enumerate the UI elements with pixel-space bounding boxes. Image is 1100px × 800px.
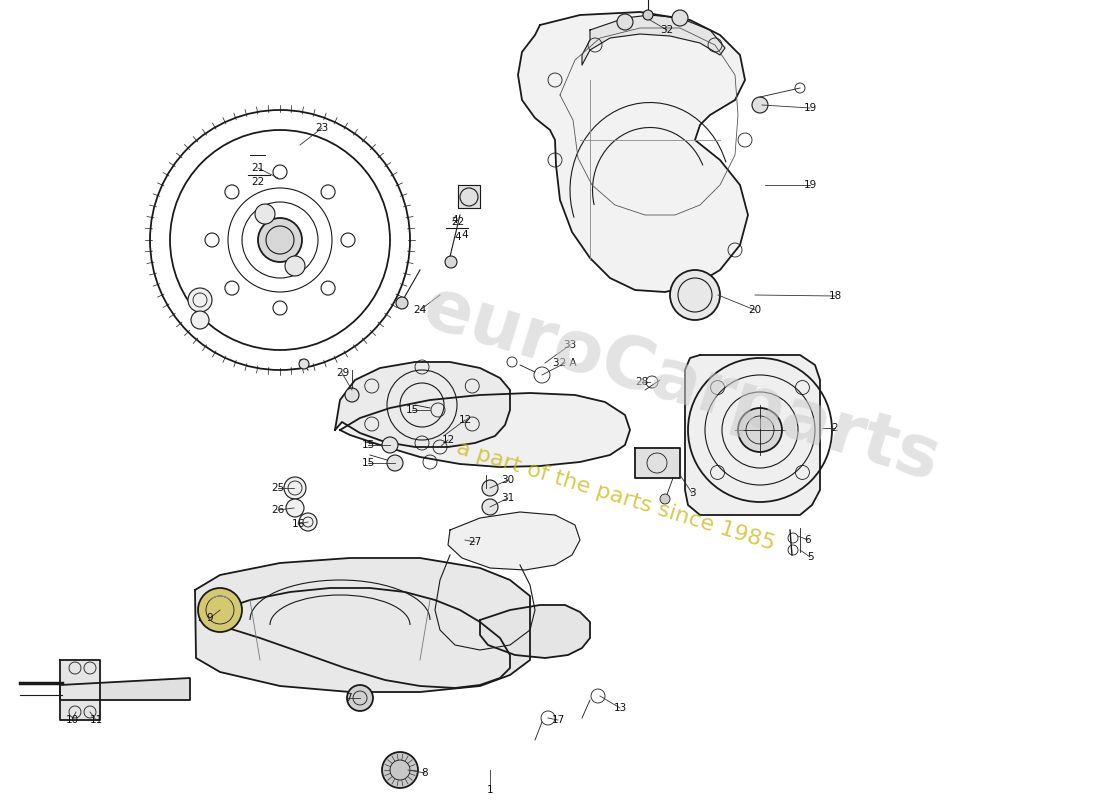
Circle shape — [670, 270, 720, 320]
Circle shape — [258, 218, 303, 262]
Polygon shape — [60, 660, 100, 720]
Text: 6: 6 — [805, 535, 812, 545]
Circle shape — [482, 480, 498, 496]
Polygon shape — [635, 448, 680, 478]
Circle shape — [617, 14, 632, 30]
Text: 32: 32 — [660, 25, 673, 35]
Text: 12: 12 — [441, 435, 454, 445]
Circle shape — [382, 752, 418, 788]
Text: 4: 4 — [462, 230, 469, 240]
Text: 18: 18 — [828, 291, 842, 301]
Circle shape — [738, 408, 782, 452]
Text: 5: 5 — [806, 552, 813, 562]
Polygon shape — [480, 605, 590, 658]
Circle shape — [188, 288, 212, 312]
Text: 31: 31 — [502, 493, 515, 503]
Text: 17: 17 — [551, 715, 564, 725]
Text: 13: 13 — [614, 703, 627, 713]
Polygon shape — [195, 558, 530, 692]
Text: 19: 19 — [803, 103, 816, 113]
Circle shape — [752, 97, 768, 113]
Circle shape — [198, 588, 242, 632]
Polygon shape — [448, 512, 580, 570]
Text: 33: 33 — [563, 340, 576, 350]
Polygon shape — [582, 15, 725, 65]
Text: 12: 12 — [459, 415, 472, 425]
Circle shape — [299, 359, 309, 369]
Text: 22: 22 — [451, 217, 464, 227]
Circle shape — [346, 685, 373, 711]
Circle shape — [299, 513, 317, 531]
Circle shape — [672, 10, 688, 26]
Text: 9: 9 — [207, 613, 213, 623]
Circle shape — [644, 10, 653, 20]
Text: 15: 15 — [406, 405, 419, 415]
Text: 20: 20 — [748, 305, 761, 315]
Circle shape — [286, 499, 304, 517]
Text: 8: 8 — [421, 768, 428, 778]
Circle shape — [345, 388, 359, 402]
Circle shape — [396, 297, 408, 309]
Circle shape — [482, 499, 498, 515]
Circle shape — [284, 477, 306, 499]
Text: 4: 4 — [452, 215, 459, 225]
Text: 1: 1 — [486, 785, 493, 795]
Text: 25: 25 — [272, 483, 285, 493]
Polygon shape — [60, 678, 190, 700]
Circle shape — [382, 437, 398, 453]
Circle shape — [191, 311, 209, 329]
Text: 26: 26 — [272, 505, 285, 515]
Text: 15: 15 — [362, 440, 375, 450]
Text: 11: 11 — [89, 715, 102, 725]
Circle shape — [285, 256, 305, 276]
Text: 21: 21 — [252, 163, 265, 173]
Text: 7: 7 — [344, 693, 351, 703]
Text: euroCarparts: euroCarparts — [416, 273, 948, 495]
Polygon shape — [200, 588, 510, 688]
Text: 16: 16 — [292, 519, 305, 529]
Text: 24: 24 — [414, 305, 427, 315]
Text: a part of the parts since 1985: a part of the parts since 1985 — [454, 438, 778, 554]
Text: 2: 2 — [832, 423, 838, 433]
Text: 15: 15 — [362, 458, 375, 468]
Circle shape — [255, 204, 275, 224]
Polygon shape — [458, 185, 480, 208]
Text: 10: 10 — [65, 715, 78, 725]
Polygon shape — [340, 393, 630, 467]
Text: 19: 19 — [803, 180, 816, 190]
Text: 27: 27 — [469, 537, 482, 547]
Circle shape — [387, 455, 403, 471]
Text: 22: 22 — [252, 177, 265, 187]
Text: 23: 23 — [316, 123, 329, 133]
Circle shape — [660, 494, 670, 504]
Text: 4: 4 — [454, 232, 461, 242]
Text: 28: 28 — [636, 377, 649, 387]
Text: 29: 29 — [337, 368, 350, 378]
Polygon shape — [336, 362, 510, 447]
Text: 3: 3 — [689, 488, 695, 498]
Text: 30: 30 — [502, 475, 515, 485]
Circle shape — [446, 256, 456, 268]
Polygon shape — [685, 355, 820, 515]
Polygon shape — [518, 12, 748, 292]
Text: 32 A: 32 A — [553, 358, 576, 368]
